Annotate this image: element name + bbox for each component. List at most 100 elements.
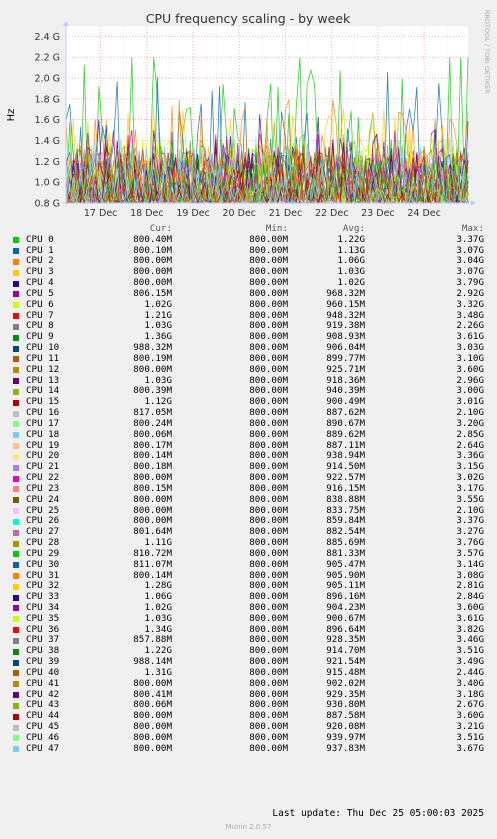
- legend-cur-value: 1.03G: [144, 374, 172, 386]
- legend-cur-value: 800.14M: [133, 569, 172, 581]
- legend-avg-value: 960.15M: [326, 298, 365, 310]
- legend-max-value: 2.67G: [456, 699, 484, 711]
- legend-min-value: 800.00M: [249, 396, 288, 408]
- legend-min-value: 800.00M: [249, 504, 288, 516]
- legend-swatch: [13, 702, 19, 709]
- legend-avg-value: 1.03G: [337, 266, 365, 278]
- legend-cur-value: 800.15M: [133, 482, 172, 494]
- chart: CPU frequency scaling - by week Hz RRDTO…: [6, 10, 491, 219]
- legend-min-value: 800.00M: [249, 342, 288, 354]
- legend-swatch: [13, 724, 19, 731]
- legend-series-name: CPU 39: [26, 656, 60, 668]
- legend-max-value: 3.76G: [456, 537, 484, 549]
- legend-swatch: [13, 670, 19, 677]
- legend-cur-value: 800.41M: [133, 688, 172, 700]
- legend-min-value: 800.00M: [249, 601, 288, 613]
- x-axis-arrow: [471, 200, 476, 206]
- legend-series-name: CPU 5: [26, 287, 54, 299]
- legend-series-name: CPU 24: [26, 493, 60, 505]
- legend-row: CPU 10 988.32M 800.00M 906.04M 3.03G: [0, 342, 497, 354]
- legend-max-value: 3.20G: [456, 417, 484, 429]
- legend-max-value: 2.85G: [456, 428, 484, 440]
- legend-series-name: CPU 32: [26, 580, 60, 592]
- legend-min-value: 800.00M: [249, 244, 288, 256]
- legend-cur-value: 800.00M: [133, 266, 172, 278]
- legend-swatch: [13, 551, 19, 558]
- legend-swatch: [13, 648, 19, 655]
- legend-cur-value: 800.00M: [133, 472, 172, 484]
- legend-avg-value: 940.39M: [326, 385, 365, 397]
- series-line-cpu-47: [65, 138, 468, 205]
- legend-avg-value: 919.38M: [326, 320, 365, 332]
- legend-swatch: [13, 746, 19, 753]
- legend-series-name: CPU 40: [26, 666, 60, 678]
- legend-max-value: 3.14G: [456, 558, 484, 570]
- legend-swatch: [13, 540, 19, 547]
- x-tick-label: 17 Dec: [84, 208, 118, 219]
- y-ticks: 0.8 G 1.0 G 1.2 G 1.4 G 1.6 G 1.8 G 2.0 G 2.2 G…: [35, 32, 61, 210]
- legend-series-name: CPU 20: [26, 450, 60, 462]
- legend-cur-value: 1.21G: [144, 309, 172, 321]
- legend-row: CPU 47 800.00M 800.00M 937.83M 3.67G: [0, 743, 497, 755]
- legend-swatch: [13, 248, 19, 255]
- legend-row: CPU 12 800.00M 800.00M 925.71M 3.60G: [0, 363, 497, 376]
- legend-row: CPU 35 1.03G 800.00M 900.67M 3.61G: [0, 613, 497, 625]
- legend-swatch: [13, 410, 19, 417]
- legend-row: CPU 21 800.18M 800.00M 914.50M 3.15G: [0, 461, 497, 473]
- legend-avg-value: 905.90M: [326, 569, 365, 581]
- legend-cur-value: 800.18M: [133, 461, 172, 473]
- legend-swatch: [13, 518, 19, 525]
- legend-min-value: 800.00M: [249, 710, 288, 722]
- legend-row: CPU 6 1.02G 800.00M 960.15M 3.32G: [0, 298, 497, 311]
- legend-swatch: [13, 453, 19, 460]
- legend-max-value: 2.96G: [456, 374, 484, 386]
- legend-avg-value: 833.75M: [326, 504, 365, 516]
- legend-row: CPU 20 800.14M 800.00M 938.94M 3.36G: [0, 451, 497, 462]
- legend-swatch: [13, 388, 19, 395]
- legend-cur-value: 806.15M: [133, 287, 172, 299]
- legend-row: CPU 7 1.21G 800.00M 948.32M 3.48G: [0, 309, 497, 322]
- legend-max-value: 3.48G: [456, 309, 484, 321]
- legend-cur-value: 800.00M: [133, 721, 172, 733]
- legend-min-value: 800.00M: [249, 439, 288, 451]
- legend-swatch: [13, 291, 19, 298]
- legend-min-value: 800.00M: [249, 634, 288, 646]
- legend-min-value: 800.00M: [249, 374, 288, 386]
- legend-cur-value: 857.88M: [133, 634, 172, 646]
- legend-min-value: 800.00M: [249, 255, 288, 267]
- legend-avg-value: 918.36M: [326, 374, 365, 386]
- legend-min-value: 800.00M: [249, 580, 288, 592]
- legend-max-value: 3.21G: [456, 721, 484, 733]
- series-line-cpu-35: [66, 151, 469, 205]
- y-axis-arrow: [63, 21, 69, 26]
- legend-avg-value: 838.88M: [326, 493, 365, 505]
- legend-max-value: 2.81G: [456, 580, 484, 592]
- legend-row: CPU 19 800.17M 800.00M 887.11M 2.64G: [0, 439, 497, 452]
- legend-max-value: 3.03G: [456, 342, 484, 354]
- legend-max-value: 3.04G: [456, 255, 484, 267]
- legend-min-value: 800.00M: [249, 352, 288, 364]
- legend-avg-value: 914.70M: [326, 645, 365, 657]
- generator-credit: Munin 2.0.57: [225, 823, 272, 831]
- legend-cur-value: 988.14M: [133, 656, 172, 668]
- legend-series-name: CPU 17: [26, 417, 60, 429]
- legend-swatch: [13, 529, 19, 536]
- legend-swatch: [13, 486, 19, 493]
- legend-min-value: 800.00M: [249, 493, 288, 505]
- legend-row: CPU 32 1.28G 800.00M 905.11M 2.81G: [0, 580, 497, 592]
- legend-swatch: [13, 258, 19, 265]
- legend-series-name: CPU 41: [26, 677, 60, 689]
- legend-avg-value: 890.67M: [326, 417, 365, 429]
- legend-max-value: 3.00G: [456, 385, 484, 397]
- legend-swatch: [13, 432, 19, 439]
- legend-avg-value: 1.06G: [337, 255, 365, 267]
- legend-avg-value: 887.11M: [326, 439, 365, 451]
- legend-min-value: 800.00M: [249, 450, 288, 462]
- legend-swatch: [13, 237, 19, 244]
- legend-series-name: CPU 31: [26, 569, 60, 581]
- legend-cur-value: 800.24M: [133, 417, 172, 429]
- legend-cur-value: 800.00M: [133, 515, 172, 527]
- legend-row: CPU 11 800.19M 800.00M 899.77M 3.10G: [0, 352, 497, 365]
- legend-avg-value: 887.58M: [326, 710, 365, 722]
- legend-max-value: 3.60G: [456, 363, 484, 375]
